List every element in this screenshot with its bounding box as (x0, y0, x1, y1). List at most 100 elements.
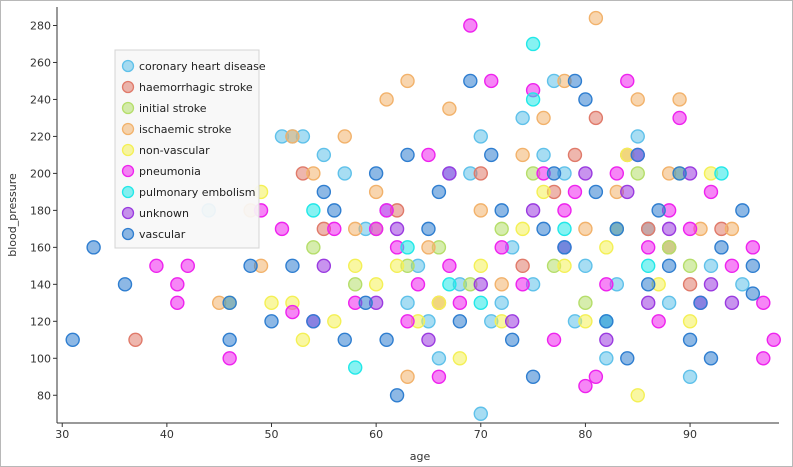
scatter-point (641, 277, 656, 292)
scatter-point (442, 166, 457, 181)
scatter-point (515, 110, 530, 126)
scatter-point (473, 295, 488, 311)
legend-label: unknown (139, 207, 189, 220)
scatter-point (274, 221, 290, 237)
scatter-point (641, 221, 656, 237)
scatter-point (724, 221, 740, 237)
legend-label: vascular (139, 228, 186, 241)
scatter-point (306, 166, 321, 181)
scatter-point (630, 129, 645, 144)
scatter-point (494, 277, 509, 292)
scatter-point (431, 369, 447, 384)
scatter-point (442, 101, 457, 116)
scatter-point (400, 240, 415, 255)
y-tick-label: 240 (30, 93, 51, 106)
y-tick-label: 180 (30, 204, 51, 217)
legend-swatch (121, 80, 135, 94)
scatter-point (327, 314, 342, 329)
scatter-point (651, 203, 666, 218)
scatter-point (588, 184, 604, 200)
scatter-point (766, 332, 781, 347)
scatter-point (588, 110, 604, 126)
scatter-point (630, 92, 645, 107)
scatter-point (473, 406, 488, 421)
scatter-point (442, 277, 457, 292)
scatter-point (703, 277, 719, 292)
legend-box (114, 49, 260, 249)
legend-label: pulmonary embolism (139, 186, 255, 199)
scatter-point (756, 295, 771, 311)
x-tick-label: 80 (578, 428, 592, 441)
legend: coronary heart disease haemorrhagic strok… (114, 49, 266, 249)
scatter-point (641, 240, 656, 255)
scatter-point (661, 258, 677, 274)
scatter-point (703, 351, 719, 366)
scatter-point (745, 240, 761, 255)
scatter-point (431, 351, 447, 366)
scatter-point (222, 332, 237, 347)
scatter-point (525, 369, 541, 384)
scatter-point (295, 332, 311, 347)
scatter-point (348, 221, 363, 237)
scatter-point (285, 304, 300, 320)
y-tick-label: 100 (30, 352, 51, 365)
scatter-point (620, 184, 635, 200)
scatter-point (306, 240, 321, 255)
scatter-point (682, 258, 698, 274)
scatter-point (609, 221, 625, 237)
scatter-point (525, 203, 541, 218)
scatter-point (473, 277, 488, 292)
scatter-point (316, 184, 332, 200)
scatter-point (515, 221, 530, 237)
scatter-point (170, 277, 185, 292)
scatter-point (515, 277, 530, 292)
scatter-point (745, 286, 761, 301)
points-group (65, 10, 781, 421)
scatter-point (337, 332, 352, 347)
legend-label: coronary heart disease (139, 60, 266, 73)
scatter-point (222, 351, 237, 366)
scatter-point (473, 203, 488, 218)
legend-label: haemorrhagic stroke (139, 81, 253, 94)
scatter-point (682, 369, 698, 384)
x-tick-label: 40 (160, 428, 174, 441)
scatter-point (421, 221, 436, 237)
scatter-point (672, 166, 687, 181)
scatter-point (504, 314, 520, 329)
scatter-point (463, 73, 478, 89)
x-tick-label: 50 (265, 428, 279, 441)
scatter-point (578, 221, 593, 237)
scatter-point (285, 129, 300, 144)
scatter-point (693, 295, 708, 311)
scatter-point (599, 314, 614, 329)
scatter-point (599, 332, 614, 347)
y-tick-label: 80 (37, 389, 51, 402)
scatter-point (452, 314, 468, 329)
scatter-point (327, 221, 342, 237)
y-tick-label: 280 (30, 19, 51, 32)
scatter-point (630, 147, 645, 163)
scatter-point (682, 277, 698, 292)
scatter-point (672, 92, 687, 107)
y-tick-label: 200 (30, 167, 51, 180)
axes-group: 30 40 50 60 70 80 90 80 100 120 140 160 180 200 220 240… (30, 7, 779, 441)
scatter-point (641, 258, 656, 274)
scatter-point (389, 388, 405, 403)
scatter-point (525, 36, 541, 52)
legend-swatch (121, 164, 135, 178)
scatter-point (578, 314, 593, 329)
scatter-point (264, 295, 279, 311)
scatter-point (536, 147, 551, 163)
scatter-point (128, 332, 143, 347)
x-tick-label: 30 (55, 428, 69, 441)
scatter-point (400, 73, 415, 89)
scatter-point (578, 166, 593, 181)
scatter-point (661, 295, 677, 311)
scatter-point (557, 221, 572, 237)
scatter-point (557, 258, 572, 274)
scatter-point (546, 166, 562, 181)
scatter-point (473, 166, 488, 181)
scatter-point (389, 258, 405, 274)
scatter-point (484, 73, 499, 89)
scatter-point (756, 351, 771, 366)
